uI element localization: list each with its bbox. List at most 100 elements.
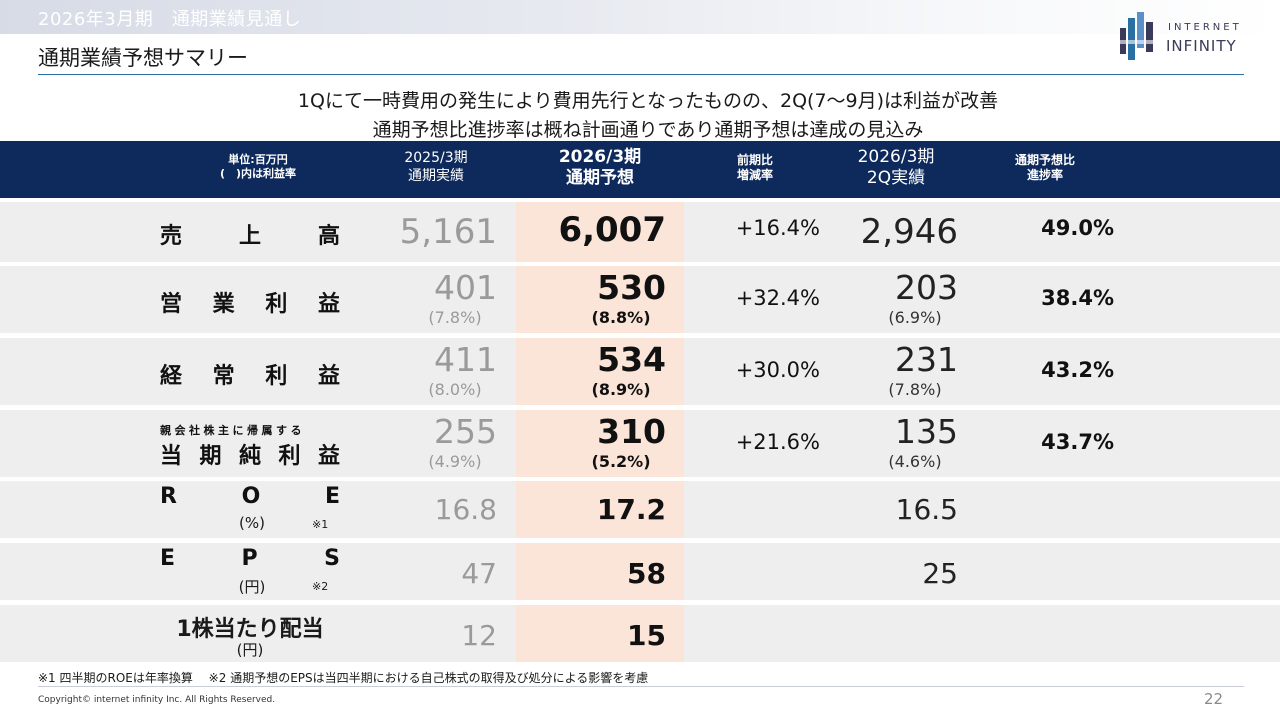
header-yoy-line-2: 増減率	[736, 168, 773, 182]
label-char: 益	[317, 444, 340, 469]
row-label-operating-income: 営 業 利 益	[160, 286, 340, 318]
op-q2-margin: (6.9%)	[888, 308, 942, 327]
logo-text-infinity: INFINITY	[1166, 37, 1237, 55]
row-label-eps: E P S	[160, 546, 340, 571]
net-forecast-margin: (5.2%)	[591, 452, 651, 471]
header-prog-line-2: 進捗率	[1026, 168, 1063, 182]
net-prev-value: 255	[434, 412, 497, 451]
header-progress: 通期予想比 進捗率	[985, 153, 1105, 183]
row-label-roe: R O E	[160, 484, 340, 509]
header-prev-line-2: 通期実績	[408, 167, 464, 184]
label-char: 常	[212, 364, 235, 389]
roe-forecast-value: 17.2	[596, 493, 666, 526]
header-fcst-line-1: 2026/3期	[558, 147, 642, 167]
label-char: 利	[265, 364, 288, 389]
op-forecast-value: 530	[597, 268, 666, 307]
op-progress-value: 38.4%	[1041, 286, 1114, 310]
sales-forecast-value: 6,007	[558, 210, 666, 250]
op-prev-value: 401	[434, 268, 497, 307]
header-q2-line-1: 2026/3期	[857, 147, 935, 167]
op-forecast-margin: (8.8%)	[591, 308, 651, 327]
forecast-cell	[516, 202, 684, 262]
header-unit-line-1: 単位:百万円	[228, 153, 288, 166]
eps-note-mark: ※2	[312, 580, 329, 593]
net-forecast-value: 310	[597, 412, 666, 451]
headline-line-1: 1Qにて一時費用の発生により費用先行となったものの、2Q(7～9月)は利益が改善	[297, 90, 999, 112]
sales-progress-value: 49.0%	[1041, 216, 1114, 240]
forecast-cell	[516, 605, 684, 662]
op-yoy-value: +32.4%	[735, 286, 820, 310]
op-prev-margin: (7.8%)	[428, 308, 482, 327]
net-progress-value: 43.7%	[1041, 430, 1114, 454]
label-char: 上	[238, 224, 261, 249]
label-char: 売	[160, 224, 183, 249]
forecast-cell	[516, 338, 684, 405]
sales-q2-value: 2,946	[860, 212, 958, 252]
ordinary-q2-value: 231	[895, 340, 958, 379]
ordinary-forecast-margin: (8.9%)	[591, 380, 651, 399]
header-fcst-line-2: 通期予想	[566, 168, 634, 189]
footer-divider	[38, 686, 1244, 687]
header-yoy-line-1: 前期比	[736, 153, 773, 167]
label-char: 期	[199, 444, 222, 469]
headline-line-2: 通期予想比進捗率は概ね計画通りであり通期予想は達成の見込み	[372, 119, 924, 141]
dps-prev-value: 12	[461, 619, 497, 652]
company-logo: INTERNET INFINITY	[1118, 10, 1248, 62]
net-q2-margin: (4.6%)	[888, 452, 942, 471]
header-unit: 単位:百万円 ( )内は利益率	[168, 153, 348, 181]
row-sublabel-net-income: 親会社株主に帰属する	[160, 424, 305, 437]
forecast-cell	[516, 481, 684, 538]
table-row-eps: E P S (円) ※2 47 58 25	[0, 543, 1280, 600]
net-yoy-value: +21.6%	[735, 430, 820, 454]
label-char: 経	[160, 364, 183, 389]
label-char: 益	[317, 292, 340, 317]
header-prev-year: 2025/3期 通期実績	[376, 150, 496, 185]
net-q2-value: 135	[895, 412, 958, 451]
table-row-dividend: 1株当たり配当 (円) 12 15	[0, 605, 1280, 662]
label-char: 益	[317, 364, 340, 389]
table-header: 単位:百万円 ( )内は利益率 2025/3期 通期実績 2026/3期 通期予…	[0, 141, 1280, 198]
building-logo-icon	[1118, 12, 1156, 60]
eps-unit: (円)	[238, 578, 266, 596]
op-q2-value: 203	[895, 268, 958, 307]
table-row-sales: 売 上 高 5,161 6,007 +16.4% 2,946 49.0%	[0, 202, 1280, 262]
page-title: 通期業績予想サマリー	[38, 46, 248, 70]
label-char: O	[241, 484, 261, 509]
row-label-net-income: 当 期 純 利 益	[160, 438, 340, 470]
table-row-ordinary-income: 経 常 利 益 411 (8.0%) 534 (8.9%) +30.0% 231…	[0, 338, 1280, 405]
row-label-dividend: 1株当たり配当	[176, 617, 324, 642]
label-char: E	[324, 484, 340, 509]
title-divider	[38, 74, 1244, 75]
roe-q2-value: 16.5	[895, 493, 958, 526]
roe-note-mark: ※1	[312, 518, 329, 531]
ordinary-progress-value: 43.2%	[1041, 358, 1114, 382]
section-title: 2026年3月期 通期業績見通し	[38, 9, 302, 30]
forecast-cell	[516, 543, 684, 600]
net-prev-margin: (4.9%)	[428, 452, 482, 471]
label-char: S	[324, 546, 340, 571]
page-number: 22	[1204, 690, 1224, 708]
header-q2-actual: 2026/3期 2Q実績	[826, 147, 966, 190]
dps-unit: (円)	[236, 641, 264, 659]
header-yoy: 前期比 増減率	[700, 153, 810, 183]
forecast-cell	[516, 410, 684, 477]
roe-unit: (%)	[239, 514, 265, 532]
row-label-ordinary-income: 経 常 利 益	[160, 358, 340, 390]
header-prev-line-1: 2025/3期	[404, 150, 468, 166]
label-char: 利	[265, 292, 288, 317]
table-row-net-income: 親会社株主に帰属する 当 期 純 利 益 255 (4.9%) 310 (5.2…	[0, 410, 1280, 477]
label-char: 利	[278, 444, 301, 469]
label-char: 高	[317, 224, 340, 249]
header-q2-line-2: 2Q実績	[866, 168, 926, 189]
copyright: Copyright© internet infinity Inc. All Ri…	[38, 695, 276, 705]
label-char: E	[160, 546, 176, 571]
row-label-sales: 売 上 高	[160, 218, 340, 250]
label-char: 当	[160, 444, 183, 469]
forecast-cell	[516, 266, 684, 333]
label-char: 営	[160, 292, 183, 317]
label-char: 純	[238, 444, 261, 469]
ordinary-forecast-value: 534	[597, 340, 666, 379]
logo-text-internet: INTERNET	[1168, 22, 1242, 33]
label-char: 業	[212, 292, 235, 317]
footnote: ※1 四半期のROEは年率換算 ※2 通期予想のEPSは当四半期における自己株式…	[38, 671, 649, 685]
